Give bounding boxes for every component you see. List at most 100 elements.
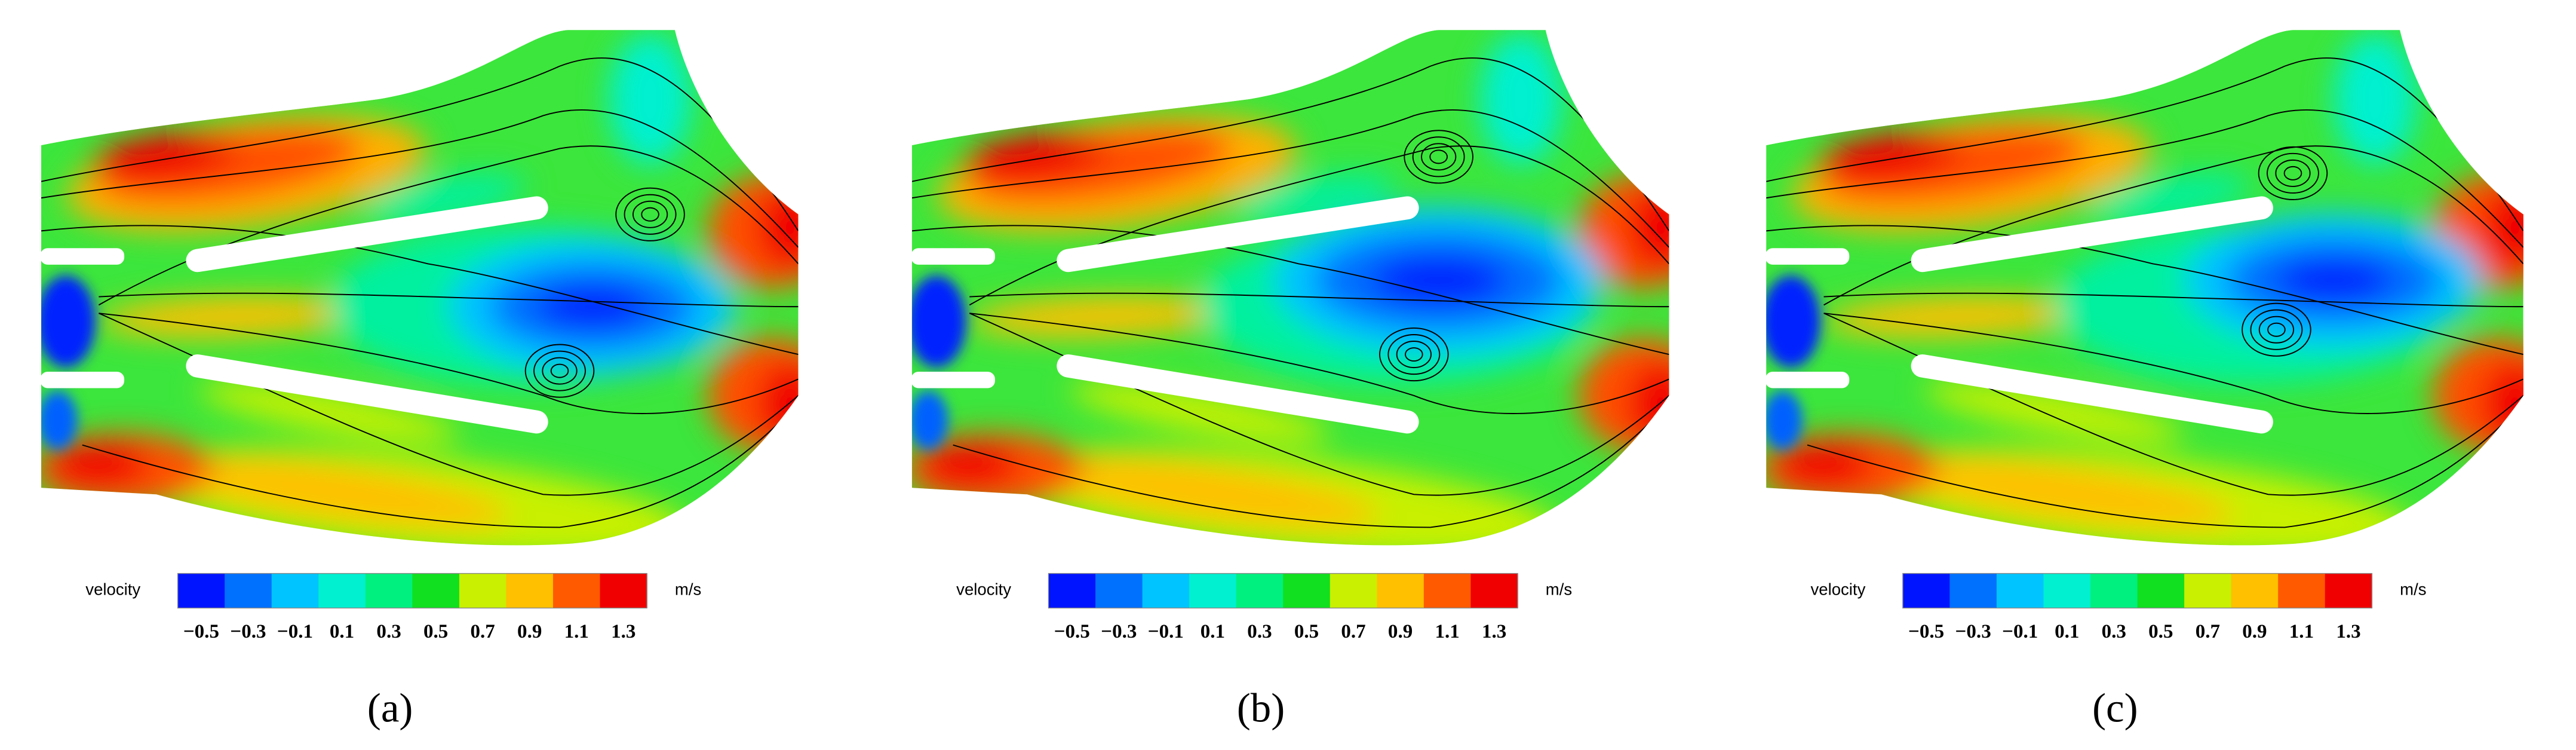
colorbar-tick: 1.3 [1482, 621, 1506, 642]
inlet-slot [1765, 248, 1850, 265]
colorbar-tick: 1.1 [2289, 621, 2314, 642]
colorbar-unit: m/s [675, 580, 701, 598]
vortex [2258, 316, 2295, 344]
colorbar-swatch [2231, 573, 2279, 608]
vortex [1404, 130, 1473, 184]
vortex [524, 344, 595, 398]
blob [536, 285, 649, 328]
colorbar-tick: 0.1 [1201, 621, 1225, 642]
blob [1070, 382, 1330, 442]
streamline [1766, 57, 2523, 231]
streamline [911, 57, 1669, 231]
inlet [41, 275, 96, 450]
inlet-slot [911, 248, 995, 265]
vortex [1412, 136, 1465, 177]
colorbar-swatch [2137, 573, 2185, 608]
blob [969, 296, 1233, 337]
streamline [41, 57, 799, 231]
blade-slot [1911, 196, 2273, 273]
streamline [911, 225, 1669, 355]
blob [2482, 186, 2523, 269]
colorbar-swatch [1048, 573, 1096, 608]
blob [609, 33, 692, 166]
blob [1479, 33, 1562, 166]
colorbar-tick: 0.3 [1247, 621, 1272, 642]
blob [2482, 362, 2523, 445]
streamline [969, 313, 1669, 414]
colorbar-swatch [1189, 573, 1237, 608]
vortex [2267, 152, 2319, 194]
colorbar-tick: −0.3 [1955, 621, 1991, 642]
colorbar-swatch [600, 573, 647, 608]
colorbar-swatch [1095, 573, 1143, 608]
colorbar-tick: 0.9 [2242, 621, 2267, 642]
panel-caption: (b) [1237, 685, 1285, 731]
vortex [615, 187, 685, 241]
vortex [550, 363, 569, 378]
streamline [1823, 313, 2523, 414]
blade-slot [186, 196, 548, 273]
colorbar-frame [1902, 573, 2372, 609]
colorbar-swatch [1377, 573, 1424, 608]
colorbar-swatch [1996, 573, 2044, 608]
blade-slot [186, 354, 548, 434]
colorbar-swatch [2043, 573, 2091, 608]
blob [1766, 390, 1803, 450]
inlet-slot [911, 371, 995, 388]
colorbar-swatch [506, 573, 554, 608]
colorbar-tick: 1.3 [611, 621, 635, 642]
colorbar-tick: 0.3 [2102, 621, 2126, 642]
colorbar-tick: −0.1 [2002, 621, 2038, 642]
colorbar-swatch [365, 573, 413, 608]
colorbar-swatch [271, 573, 320, 608]
blob [149, 455, 509, 528]
inlet [911, 275, 966, 450]
colorbar-swatch [1902, 573, 1951, 608]
colorbar-label: velocity [1811, 580, 1866, 598]
streamlines [41, 57, 799, 528]
streamline [41, 109, 799, 248]
blob [920, 442, 1019, 488]
colorbar-tick: 0.5 [423, 621, 448, 642]
colorbar-swatch [1236, 573, 1284, 608]
blob [1924, 382, 2184, 442]
colorbar-swatch [2090, 573, 2138, 608]
vortex [2267, 322, 2286, 337]
colorbar-tick: 0.9 [1388, 621, 1413, 642]
streamlines [1766, 57, 2523, 528]
streamline [1766, 109, 2523, 248]
blob [911, 390, 948, 450]
contour-field [911, 30, 1669, 546]
colorbar-unit: m/s [2400, 580, 2426, 598]
contour-field [1766, 30, 2523, 546]
blob [2334, 33, 2417, 166]
colorbar-swatch [412, 573, 460, 608]
vortex [1421, 143, 1457, 171]
blob [1774, 442, 1874, 488]
slots [40, 196, 548, 434]
panel-caption: (c) [2092, 685, 2138, 731]
colorbar-label: velocity [85, 580, 140, 598]
vortex [2258, 146, 2328, 200]
streamline [1823, 292, 2523, 308]
colorbar-tick: 1.3 [2336, 621, 2360, 642]
blob [363, 173, 526, 222]
colorbar-tick: 0.5 [2148, 621, 2173, 642]
streamline [953, 403, 1669, 528]
blob [962, 131, 1109, 182]
colorbar-swatch [552, 573, 601, 608]
colorbar-tick: −0.3 [1101, 621, 1137, 642]
colorbar-tick: 0.3 [376, 621, 401, 642]
colorbar-swatch [1142, 573, 1190, 608]
blob [1766, 275, 1821, 368]
blob [1370, 255, 1507, 305]
blob [99, 296, 363, 337]
colorbar-tick: −0.1 [1148, 621, 1184, 642]
inlet-slot [1765, 371, 1850, 388]
colorbar-swatch [2325, 573, 2373, 608]
colorbar-tick: 0.1 [330, 621, 354, 642]
colorbar-swatch [1283, 573, 1331, 608]
inlet-slot [40, 248, 125, 265]
